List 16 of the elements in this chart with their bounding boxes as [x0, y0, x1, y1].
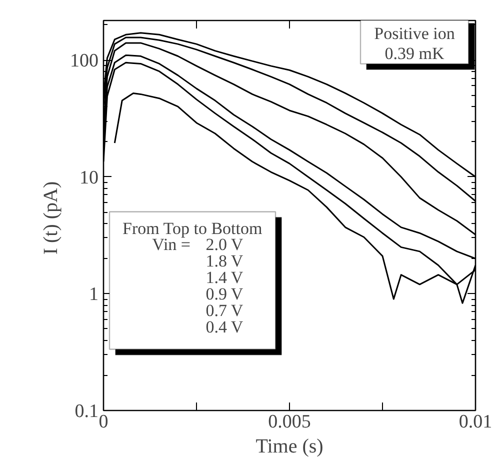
annotation: 1.8 V: [206, 252, 244, 271]
x-tick-label: 0: [98, 412, 108, 432]
annotation: 0.9 V: [206, 284, 244, 304]
annotation: 0.4 V: [206, 318, 244, 337]
annotation: 0.7 V: [206, 301, 244, 320]
y-tick-label: 0.1: [74, 401, 98, 422]
y-axis-title: I (t) (pA): [40, 181, 62, 255]
y-tick-label: 10: [80, 167, 98, 188]
y-tick-label: 1: [89, 284, 98, 306]
x-tick-label: 0.005: [268, 412, 311, 432]
y-tick-label: 100: [70, 50, 98, 72]
x-tick-label: 0.01: [458, 412, 492, 432]
annotation: 1.4 V: [206, 268, 244, 288]
annotation: Positive ion: [374, 24, 456, 44]
x-axis-title: Time (s): [256, 436, 324, 458]
annotation: 0.39 mK: [384, 44, 445, 63]
